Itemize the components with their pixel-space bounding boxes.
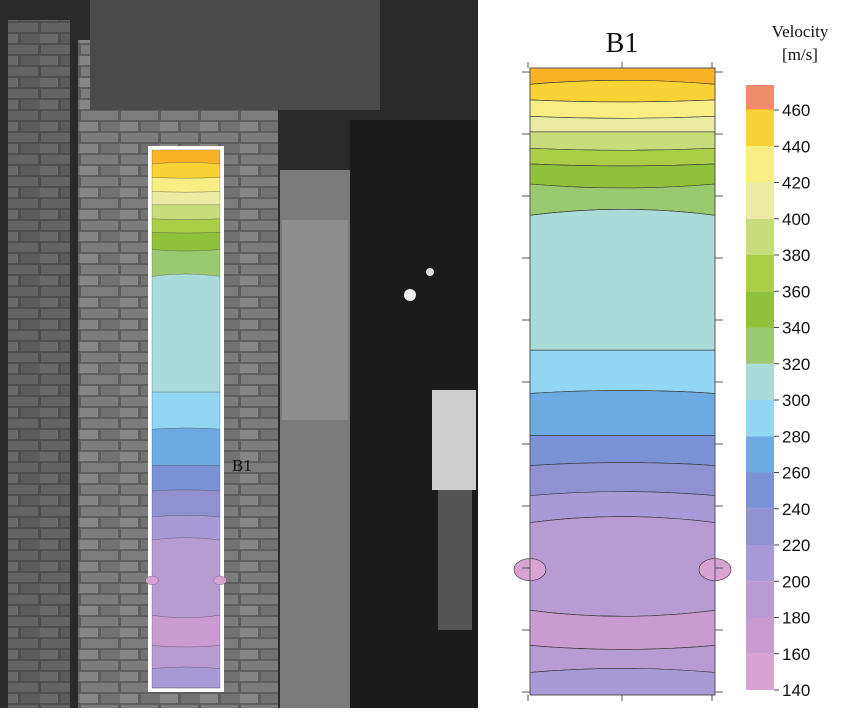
colorbar-tick-label: 360 [782, 282, 810, 301]
colorbar-segment [746, 218, 774, 255]
colorbar-tick-label: 420 [782, 174, 810, 193]
overlay-band [151, 515, 221, 541]
colorbar-segment [746, 617, 774, 654]
map-band [529, 147, 716, 167]
colorbar-tick-label: 200 [782, 572, 810, 591]
colorbar-segment [746, 653, 774, 690]
map-band [529, 115, 716, 133]
colorbar-tick-label: 400 [782, 210, 810, 229]
map-band [529, 163, 716, 189]
colorbar-segment [746, 255, 774, 292]
overlay-band [151, 232, 221, 252]
overlay-band [151, 489, 221, 518]
colorbar-segment [746, 436, 774, 473]
colorbar-tick-label: 220 [782, 536, 810, 555]
overlay-band [151, 273, 221, 393]
map-band [529, 131, 716, 151]
overlay-band [151, 204, 221, 220]
colorbar-segment [746, 581, 774, 618]
colorbar-tick-label: 340 [782, 319, 810, 338]
map-band [529, 516, 716, 617]
colorbar-segment [746, 109, 774, 110]
map-band [529, 80, 716, 103]
colorbar-segment [746, 110, 774, 147]
overlay-band [151, 615, 221, 648]
overlay-band [151, 149, 221, 165]
map-band [529, 99, 716, 119]
colorbar-segment [746, 508, 774, 545]
overlay-band [151, 666, 221, 689]
map-band [529, 668, 716, 696]
map-band [529, 435, 716, 466]
overlay-band [151, 191, 221, 205]
overlay-min-contour [213, 575, 227, 585]
photo [0, 0, 478, 708]
colorbar-tick-label: 140 [782, 681, 810, 700]
colorbar-tick-label: 160 [782, 645, 810, 664]
colorbar-tick-label: 280 [782, 427, 810, 446]
map-band [529, 209, 716, 351]
colorbar-tick-label: 440 [782, 137, 810, 156]
colorbar-segment [746, 472, 774, 509]
overlay-band [151, 465, 221, 492]
overlay-band [151, 391, 221, 430]
colorbar-segment [746, 363, 774, 400]
colorbar-label: Velocity [772, 22, 829, 41]
map-band [529, 349, 716, 394]
colorbar-tick-label: 180 [782, 609, 810, 628]
colorbar-segment [746, 146, 774, 183]
overlay-band [151, 249, 221, 277]
colorbar-tick-label: 460 [782, 101, 810, 120]
colorbar-segment [746, 327, 774, 364]
photo-label: B1 [232, 456, 252, 475]
overlay-min-contour [145, 575, 159, 585]
overlay-band [151, 645, 221, 669]
colorbar-segment [746, 182, 774, 219]
colorbar-segment [746, 545, 774, 582]
overlay-band [151, 218, 221, 234]
colorbar-tick-label: 240 [782, 500, 810, 519]
overlay-band [151, 177, 221, 193]
colorbar-tick-label: 320 [782, 355, 810, 374]
overlay-band [151, 162, 221, 179]
overlay-band [151, 427, 221, 466]
map-band [529, 462, 716, 496]
colorbar-tick-label: 300 [782, 391, 810, 410]
colorbar-segment [746, 400, 774, 437]
colorbar-top [746, 85, 774, 110]
map-band [529, 390, 716, 436]
overlay-band [151, 537, 221, 618]
colorbar-unit: [m/s] [782, 45, 818, 64]
chart-title: B1 [606, 28, 639, 59]
colorbar-segment [746, 291, 774, 328]
map-band [529, 610, 716, 650]
colorbar-tick-label: 260 [782, 464, 810, 483]
colorbar-tick-label: 380 [782, 246, 810, 265]
